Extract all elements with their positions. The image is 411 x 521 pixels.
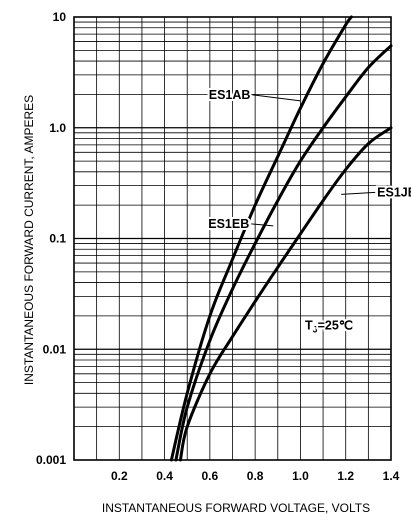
curve-es1jb — [178, 126, 393, 462]
x-tick-label: 0.6 — [202, 469, 219, 483]
series-label-es1eb: ES1EB — [208, 217, 249, 231]
temperature-annotation: TJ=25℃ — [305, 319, 353, 335]
x-axis-label: INSTANTANEOUS FORWARD VOLTAGE, VOLTS — [102, 501, 370, 515]
series-labels: ES1AB ES1EB ES1JB — [206, 86, 411, 233]
x-tick-label: 0.8 — [247, 469, 264, 483]
leader-line-es1ab — [252, 94, 301, 102]
y-tick-labels: 0.001 0.01 0.1 1.0 10 — [36, 10, 66, 467]
y-axis-label: INSTANTANEOUS FORWARD CURRENT, AMPERES — [22, 95, 36, 385]
x-tick-labels: 0.2 0.4 0.6 0.8 1.0 1.2 1.4 — [111, 469, 400, 483]
leader-line-es1jb — [341, 191, 376, 195]
y-tick-label: 10 — [53, 10, 67, 24]
x-tick-label: 0.4 — [156, 469, 173, 483]
y-tick-label: 0.01 — [43, 342, 67, 356]
chart-grid — [74, 17, 391, 460]
x-tick-label: 1.2 — [337, 469, 354, 483]
curve-es1eb — [174, 44, 393, 462]
curve-es1ab — [169, 15, 353, 462]
y-tick-label: 0.001 — [36, 453, 66, 467]
plot-frame — [73, 16, 392, 461]
series-label-es1ab: ES1AB — [209, 88, 251, 102]
x-tick-label: 1.0 — [292, 469, 309, 483]
y-tick-label: 0.1 — [49, 232, 66, 246]
leader-line-es1eb — [251, 223, 274, 227]
series-label-es1jb: ES1JB — [377, 185, 411, 199]
x-tick-label: 0.2 — [111, 469, 128, 483]
curves — [169, 15, 393, 462]
y-tick-label: 1.0 — [49, 121, 66, 135]
x-tick-label: 1.4 — [383, 469, 400, 483]
